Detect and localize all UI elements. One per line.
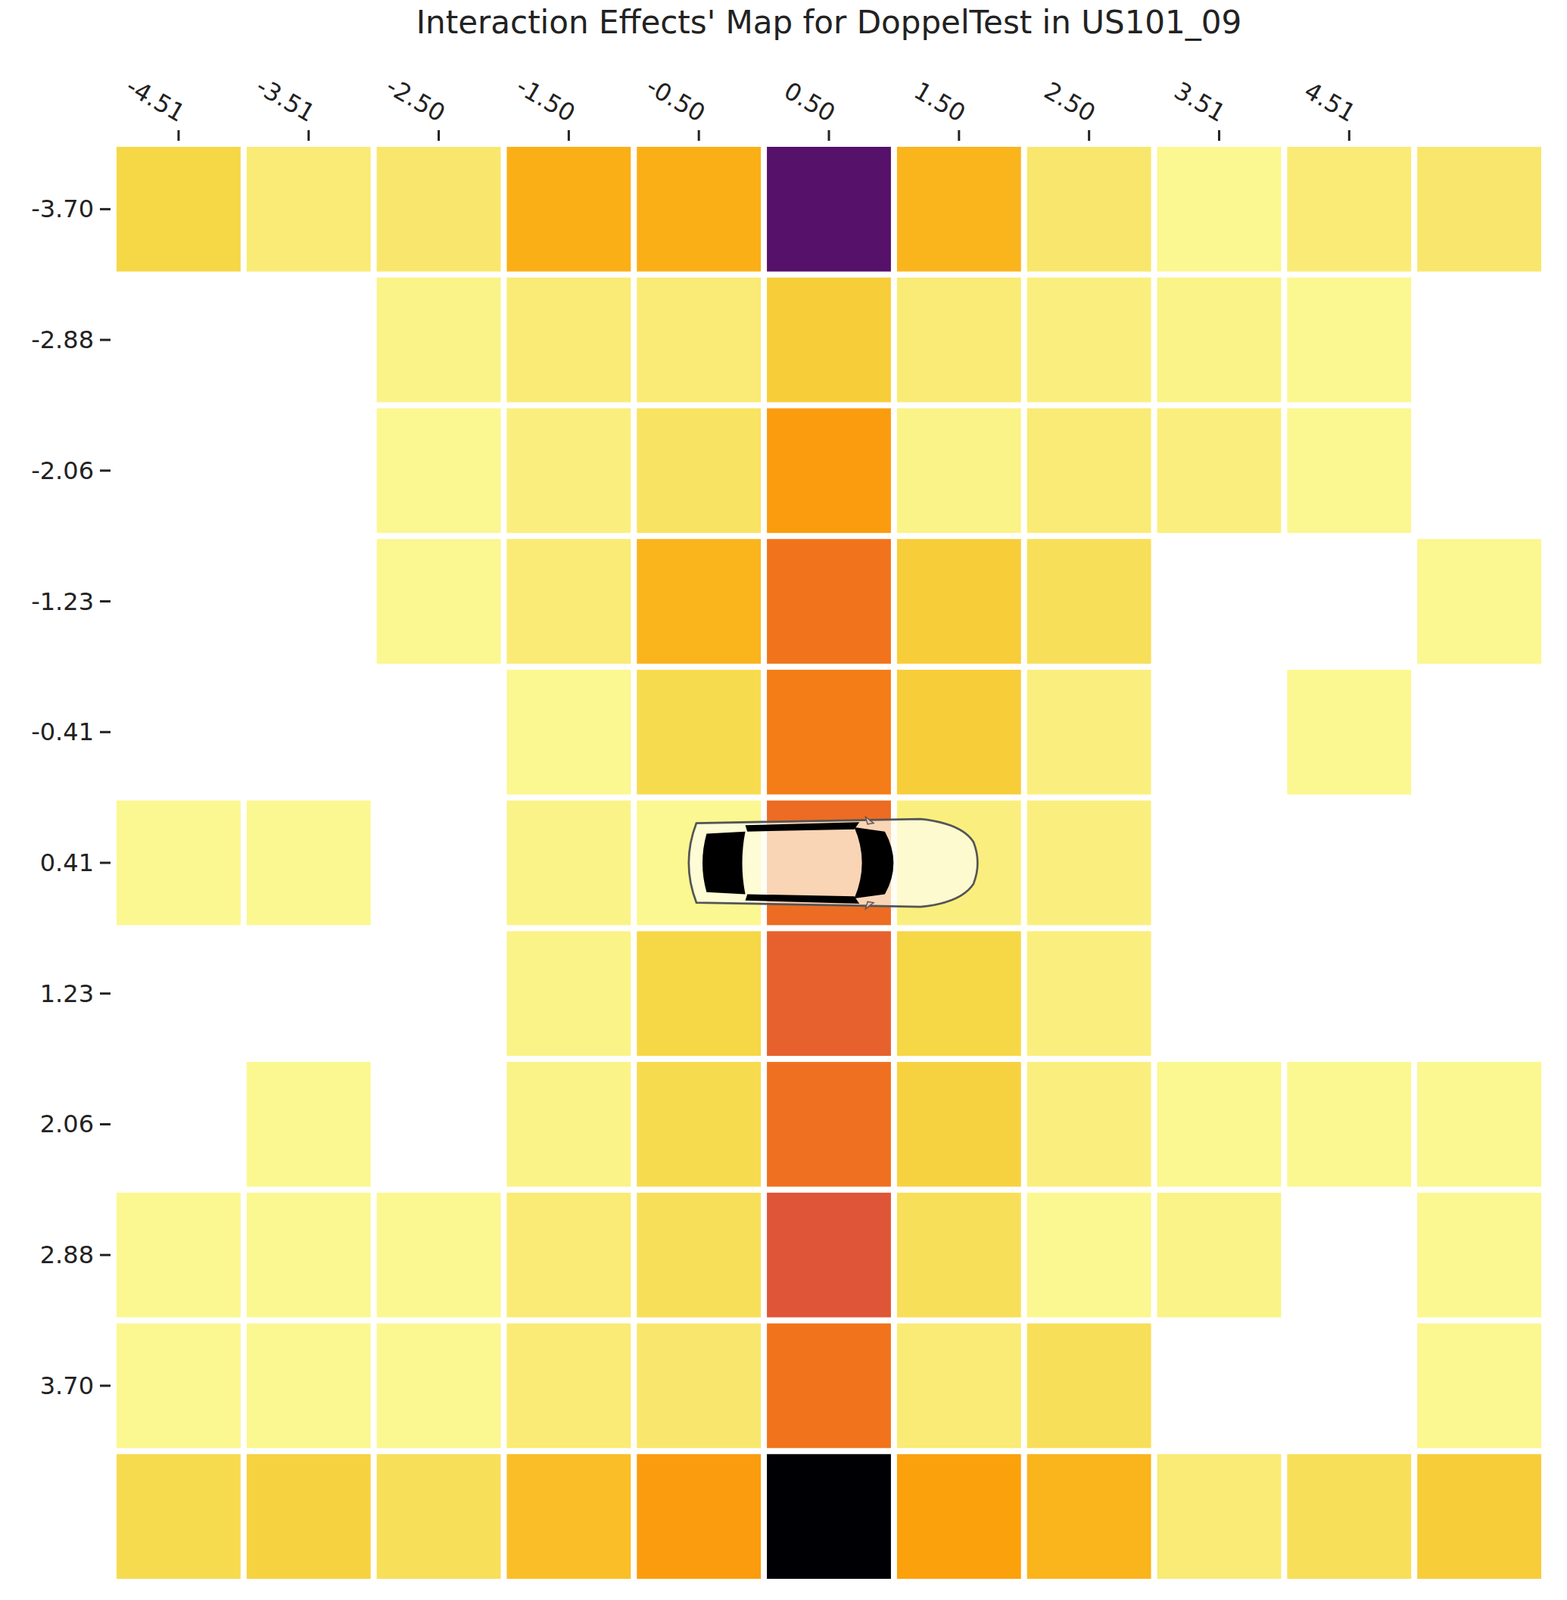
svg-text:-2.88: -2.88 bbox=[31, 325, 94, 355]
svg-text:-4.51: -4.51 bbox=[121, 71, 191, 128]
svg-text:-2.06: -2.06 bbox=[31, 456, 94, 486]
svg-text:1.50: 1.50 bbox=[909, 75, 971, 128]
svg-text:2.88: 2.88 bbox=[40, 1240, 94, 1270]
svg-text:-0.41: -0.41 bbox=[31, 717, 94, 747]
html-text:Interaction Effects' Map for D: Interaction Effects' Map for DoppelTest … bbox=[416, 3, 1242, 41]
svg-text:2.06: 2.06 bbox=[40, 1109, 94, 1139]
svg-text:-3.51: -3.51 bbox=[251, 71, 321, 128]
svg-text:3.70: 3.70 bbox=[40, 1371, 94, 1401]
svg-text:0.50: 0.50 bbox=[778, 75, 841, 128]
svg-text:4.51: 4.51 bbox=[1299, 75, 1362, 128]
svg-text:-0.50: -0.50 bbox=[641, 71, 711, 128]
svg-text:1.23: 1.23 bbox=[40, 979, 94, 1009]
svg-text:-3.70: -3.70 bbox=[31, 194, 94, 224]
svg-text:0.41: 0.41 bbox=[40, 848, 94, 878]
svg-text:-2.50: -2.50 bbox=[381, 71, 451, 128]
svg-text:2.50: 2.50 bbox=[1039, 75, 1101, 128]
svg-text:-1.23: -1.23 bbox=[31, 587, 94, 617]
svg-text:3.51: 3.51 bbox=[1169, 75, 1231, 128]
svg-text:-1.50: -1.50 bbox=[511, 71, 581, 128]
